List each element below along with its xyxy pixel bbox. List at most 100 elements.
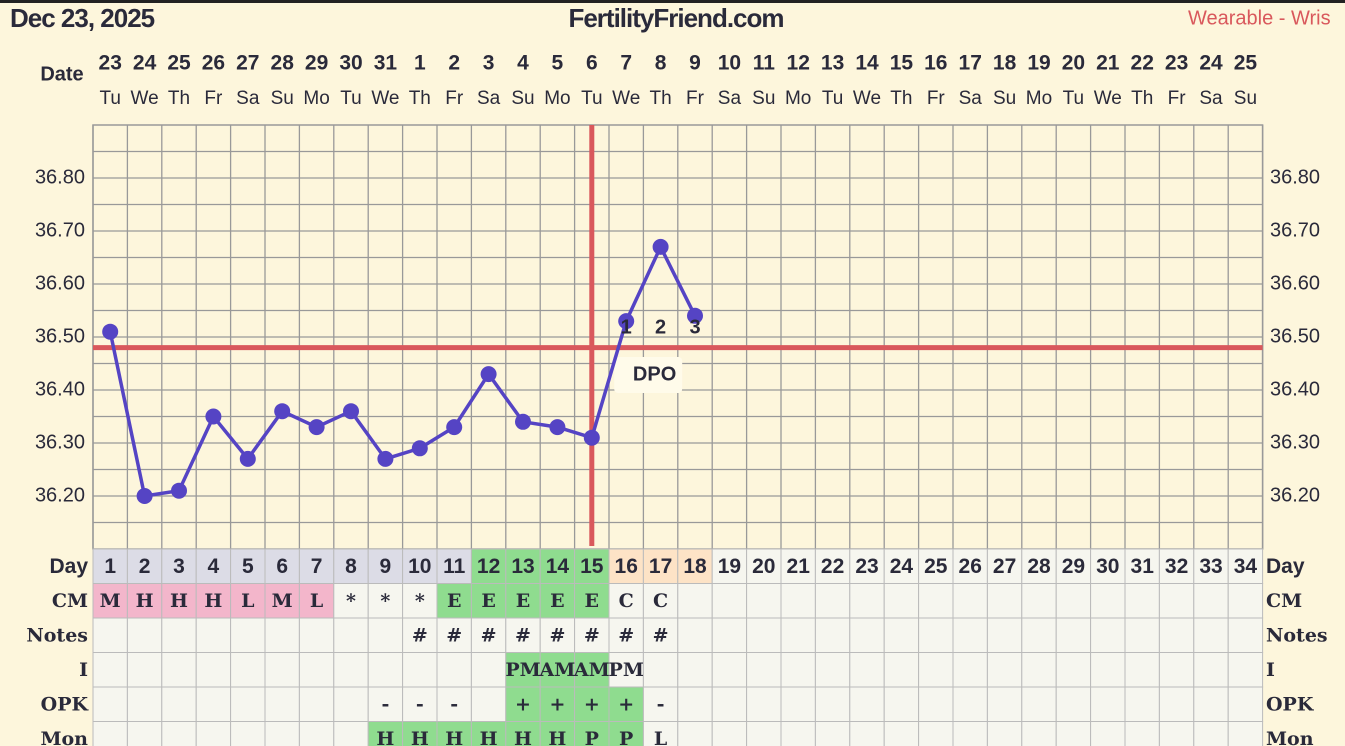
cell-value: - [416,693,424,715]
cell-value: AM [539,659,576,681]
day-number: 34 [1234,555,1258,578]
temperature-point [239,450,256,467]
row-label-right: Day [1266,555,1305,578]
cell-value: E [550,590,564,612]
day-number: 33 [1199,555,1222,578]
table-cell [608,548,644,584]
table-cell [677,583,713,619]
table-cell [333,548,369,584]
table-cell [918,617,954,653]
row-label: Day [49,555,88,578]
table-cell [436,583,472,619]
table-cell [677,652,713,688]
day-number: 2 [139,555,151,578]
weekday-label: Fr [204,88,223,109]
temperature-point [515,413,531,430]
table-cell [1124,721,1160,746]
top-bar [0,0,1345,3]
table-cell [402,548,438,584]
table-cell [1227,721,1264,746]
cell-value: PM [609,659,644,681]
temperature-point [618,313,635,330]
weekday-label: Tu [340,88,361,109]
row-label-right: Notes [1266,624,1328,646]
day-number: 6 [276,555,288,578]
table-cell [952,721,988,746]
cell-value: * [346,590,356,612]
date-label: 17 [959,52,982,75]
table-cell [470,583,507,619]
table-cell [470,548,507,584]
table-cell [1158,652,1195,688]
weekday-label: Su [993,88,1016,109]
weekday-label: Th [409,88,431,109]
weekday-label: We [1094,88,1122,109]
y-tick-label: 36.30 [35,431,85,453]
table-cell [986,686,1023,722]
cell-value: L [654,728,667,746]
cell-value: H [136,590,154,612]
table-cell [230,583,266,619]
table-cell [298,721,335,746]
date-label: 21 [1096,52,1120,75]
table-cell [1124,617,1160,653]
weekday-label: Sa [1199,88,1223,109]
table-cell [505,583,541,619]
date-label: 2 [448,52,460,75]
table-cell [746,686,782,722]
table-cell [126,721,163,746]
table-cell [608,583,644,619]
table-cell [161,721,197,746]
cell-value: E [585,590,599,612]
table-cell [1021,617,1057,653]
table-cell [746,652,782,688]
y-tick-label: 36.50 [35,325,85,347]
table-cell [1021,686,1057,722]
cell-value: AM [573,659,610,681]
weekday-label: Su [271,88,294,109]
date-label: 9 [689,52,701,75]
day-number: 21 [787,555,811,578]
table-cell [126,583,163,619]
date-label: 10 [718,52,741,75]
table-cell [1090,652,1126,688]
y-tick-label: 36.60 [35,272,85,294]
table-cell [677,686,713,722]
cell-value: # [446,624,462,646]
cell-value: P [585,728,599,746]
table-cell [539,652,576,688]
table-cell [367,686,404,722]
table-cell [780,617,816,653]
table-cell [1124,583,1160,619]
dpo-number: 2 [655,316,666,338]
table-cell [746,721,782,746]
temperature-point [446,419,463,436]
weekday-label: Th [1131,88,1153,109]
table-cell [986,617,1023,653]
table-cell [814,617,851,653]
table-cell [711,548,748,584]
table-cell [367,617,404,653]
table-cell [505,617,541,653]
table-cell [1158,583,1195,619]
dpo-box [614,357,683,393]
row-label-right: OPK [1266,693,1315,715]
weekday-label: Tu [581,88,602,109]
y-tick-label-right: 36.50 [1270,325,1320,347]
dpo-number: 3 [689,316,700,338]
weekday-label: Su [752,88,775,109]
cell-value: H [170,590,188,612]
table-cell [333,652,369,688]
table-cell [642,721,679,746]
table-cell [264,686,300,722]
table-cell [1090,617,1126,653]
date-label: 25 [167,52,191,75]
date-label: 8 [655,52,667,75]
weekday-label: We [371,88,399,109]
date-label: 28 [271,52,295,75]
cell-value: * [380,590,390,612]
table-cell [986,721,1023,746]
cell-value: PM [505,659,540,681]
table-cell [1193,617,1229,653]
table-cell [952,548,988,584]
